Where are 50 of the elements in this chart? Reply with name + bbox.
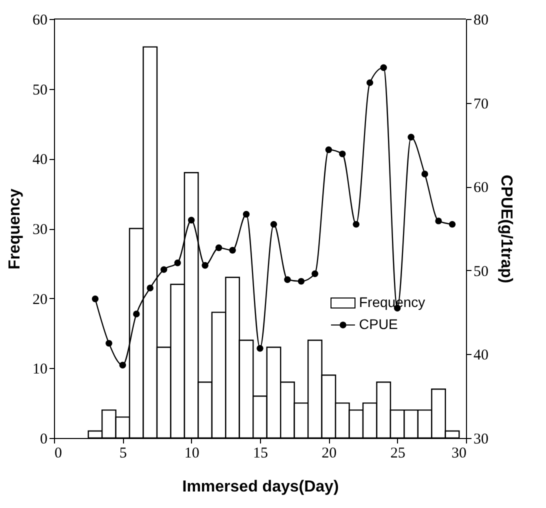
point xyxy=(119,362,126,368)
x-tick-label: 5 xyxy=(119,446,127,462)
y-tick-label: 60 xyxy=(32,12,48,28)
y-tick-label: 30 xyxy=(32,222,48,238)
y-tick-label: 10 xyxy=(32,362,48,378)
y2-tick-label: 60 xyxy=(474,180,488,196)
x-tick-label: 25 xyxy=(390,446,406,462)
y-axis-title: Frequency xyxy=(6,188,24,270)
y-tick-label: 0 xyxy=(40,432,48,448)
legend-label: CPUE xyxy=(359,316,398,332)
point xyxy=(312,270,318,278)
x-tick-label: 15 xyxy=(253,446,268,462)
point xyxy=(242,210,250,218)
point xyxy=(92,296,99,302)
x-tick-label: 20 xyxy=(322,446,337,462)
point xyxy=(325,146,332,154)
point xyxy=(256,344,264,352)
point xyxy=(106,340,112,347)
x-tick-label: 30 xyxy=(452,446,466,462)
x-tick-label: 10 xyxy=(184,446,200,462)
point xyxy=(352,220,360,228)
point xyxy=(146,284,154,292)
point xyxy=(174,260,181,266)
y2-tick-label: 80 xyxy=(474,12,488,28)
point xyxy=(380,64,387,71)
y2-tick-label: 50 xyxy=(474,264,488,280)
point xyxy=(215,244,222,252)
y-tick-label: 20 xyxy=(32,292,48,308)
point xyxy=(229,246,236,254)
point xyxy=(188,216,195,224)
point xyxy=(448,220,456,228)
point xyxy=(133,310,140,318)
y-tick-label: 50 xyxy=(32,82,48,98)
y-tick-label: 40 xyxy=(32,152,48,168)
point xyxy=(160,266,168,273)
y2-tick-label: 70 xyxy=(474,96,488,112)
y2-tick-label: 30 xyxy=(474,432,488,448)
point xyxy=(202,262,208,269)
point xyxy=(435,218,442,224)
point xyxy=(284,276,291,283)
point xyxy=(366,79,374,86)
point xyxy=(408,134,414,141)
point xyxy=(339,150,346,158)
y2-tick-label: 40 xyxy=(474,348,488,364)
point xyxy=(421,170,428,178)
y2-axis-title: CPUE(g/1trap) xyxy=(498,174,514,284)
x-axis-title: Immersed days(Day) xyxy=(182,478,339,496)
point xyxy=(298,278,305,285)
x-tick-label: 0 xyxy=(54,446,62,462)
point xyxy=(270,220,278,228)
